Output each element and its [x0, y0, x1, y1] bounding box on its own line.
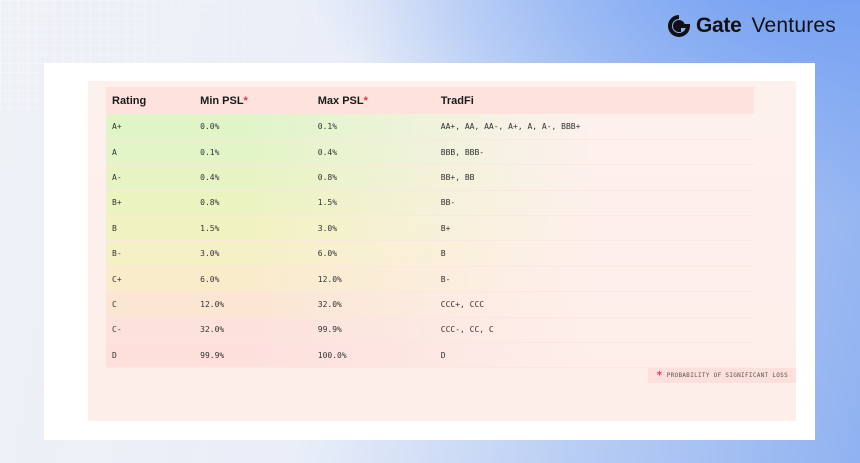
brand-suffix: Ventures [751, 14, 836, 37]
cell-rating: C+ [106, 266, 195, 293]
gate-logo-icon [668, 15, 690, 37]
header-max-psl: Max PSL* [311, 87, 435, 114]
content-card: Rating Min PSL* Max PSL* TradFi A+ 0.0% 0.… [44, 63, 815, 440]
table-row: C 12.0% 32.0% CCC+, CCC [106, 291, 754, 318]
cell-tradfi: B- [434, 266, 754, 293]
cell-tradfi: D [434, 342, 754, 369]
cell-max-psl: 6.0% [311, 240, 435, 267]
cell-max-psl: 3.0% [311, 215, 435, 242]
asterisk-icon: * [656, 369, 663, 381]
table-row: B- 3.0% 6.0% B [106, 240, 754, 267]
cell-max-psl: 0.8% [311, 164, 435, 191]
cell-max-psl: 99.9% [311, 317, 435, 344]
cell-rating: D [106, 342, 195, 369]
cell-rating: A+ [106, 114, 195, 140]
cell-rating: B [106, 215, 195, 242]
cell-tradfi: BB- [434, 190, 754, 217]
cell-min-psl: 0.0% [194, 114, 312, 140]
gate-ventures-logo: Gate Ventures [668, 14, 836, 38]
table-row: B 1.5% 3.0% B+ [106, 215, 754, 242]
table-row: C- 32.0% 99.9% CCC-, CC, C [106, 317, 754, 344]
footnote-text: PROBABILITY OF SIGNIFICANT LOSS [666, 372, 788, 379]
cell-min-psl: 99.9% [194, 342, 312, 369]
table-row: A- 0.4% 0.8% BB+, BB [106, 164, 754, 191]
cell-max-psl: 12.0% [311, 266, 435, 293]
cell-rating: B+ [106, 190, 195, 217]
cell-tradfi: CCC+, CCC [434, 291, 754, 318]
table-row: D 99.9% 100.0% D [106, 342, 754, 369]
cell-min-psl: 0.8% [194, 190, 312, 217]
header-rating: Rating [106, 87, 195, 114]
brand-name: Gate [696, 14, 742, 37]
table-row: B+ 0.8% 1.5% BB- [106, 190, 754, 217]
cell-tradfi: BBB, BBB- [434, 139, 754, 166]
table-row: A+ 0.0% 0.1% AA+, AA, AA-, A+, A, A-, BBB+ [106, 114, 754, 140]
cell-tradfi: BB+, BB [434, 164, 754, 191]
table-header-row: Rating Min PSL* Max PSL* TradFi [106, 87, 754, 114]
cell-rating: A- [106, 164, 195, 191]
cell-min-psl: 32.0% [194, 317, 312, 344]
header-tradfi: TradFi [434, 87, 754, 114]
ratings-panel: Rating Min PSL* Max PSL* TradFi A+ 0.0% 0.… [88, 81, 796, 421]
cell-min-psl: 12.0% [194, 291, 312, 318]
cell-min-psl: 6.0% [194, 266, 312, 293]
cell-min-psl: 3.0% [194, 240, 312, 267]
cell-max-psl: 1.5% [311, 190, 435, 217]
cell-min-psl: 0.1% [194, 139, 312, 166]
cell-tradfi: AA+, AA, AA-, A+, A, A-, BBB+ [434, 114, 754, 140]
ratings-table: Rating Min PSL* Max PSL* TradFi A+ 0.0% 0.… [106, 87, 754, 369]
cell-rating: B- [106, 240, 195, 267]
psl-footnote: * PROBABILITY OF SIGNIFICANT LOSS [648, 368, 796, 383]
table-row: A 0.1% 0.4% BBB, BBB- [106, 139, 754, 166]
cell-min-psl: 1.5% [194, 215, 312, 242]
cell-tradfi: CCC-, CC, C [434, 317, 754, 344]
cell-min-psl: 0.4% [194, 164, 312, 191]
table-row: C+ 6.0% 12.0% B- [106, 266, 754, 293]
cell-rating: A [106, 139, 195, 166]
header-min-psl: Min PSL* [194, 87, 312, 114]
cell-max-psl: 0.1% [311, 114, 435, 140]
cell-max-psl: 100.0% [311, 342, 435, 369]
cell-tradfi: B [434, 240, 754, 267]
cell-max-psl: 0.4% [311, 139, 435, 166]
cell-tradfi: B+ [434, 215, 754, 242]
cell-rating: C [106, 291, 195, 318]
cell-max-psl: 32.0% [311, 291, 435, 318]
cell-rating: C- [106, 317, 195, 344]
